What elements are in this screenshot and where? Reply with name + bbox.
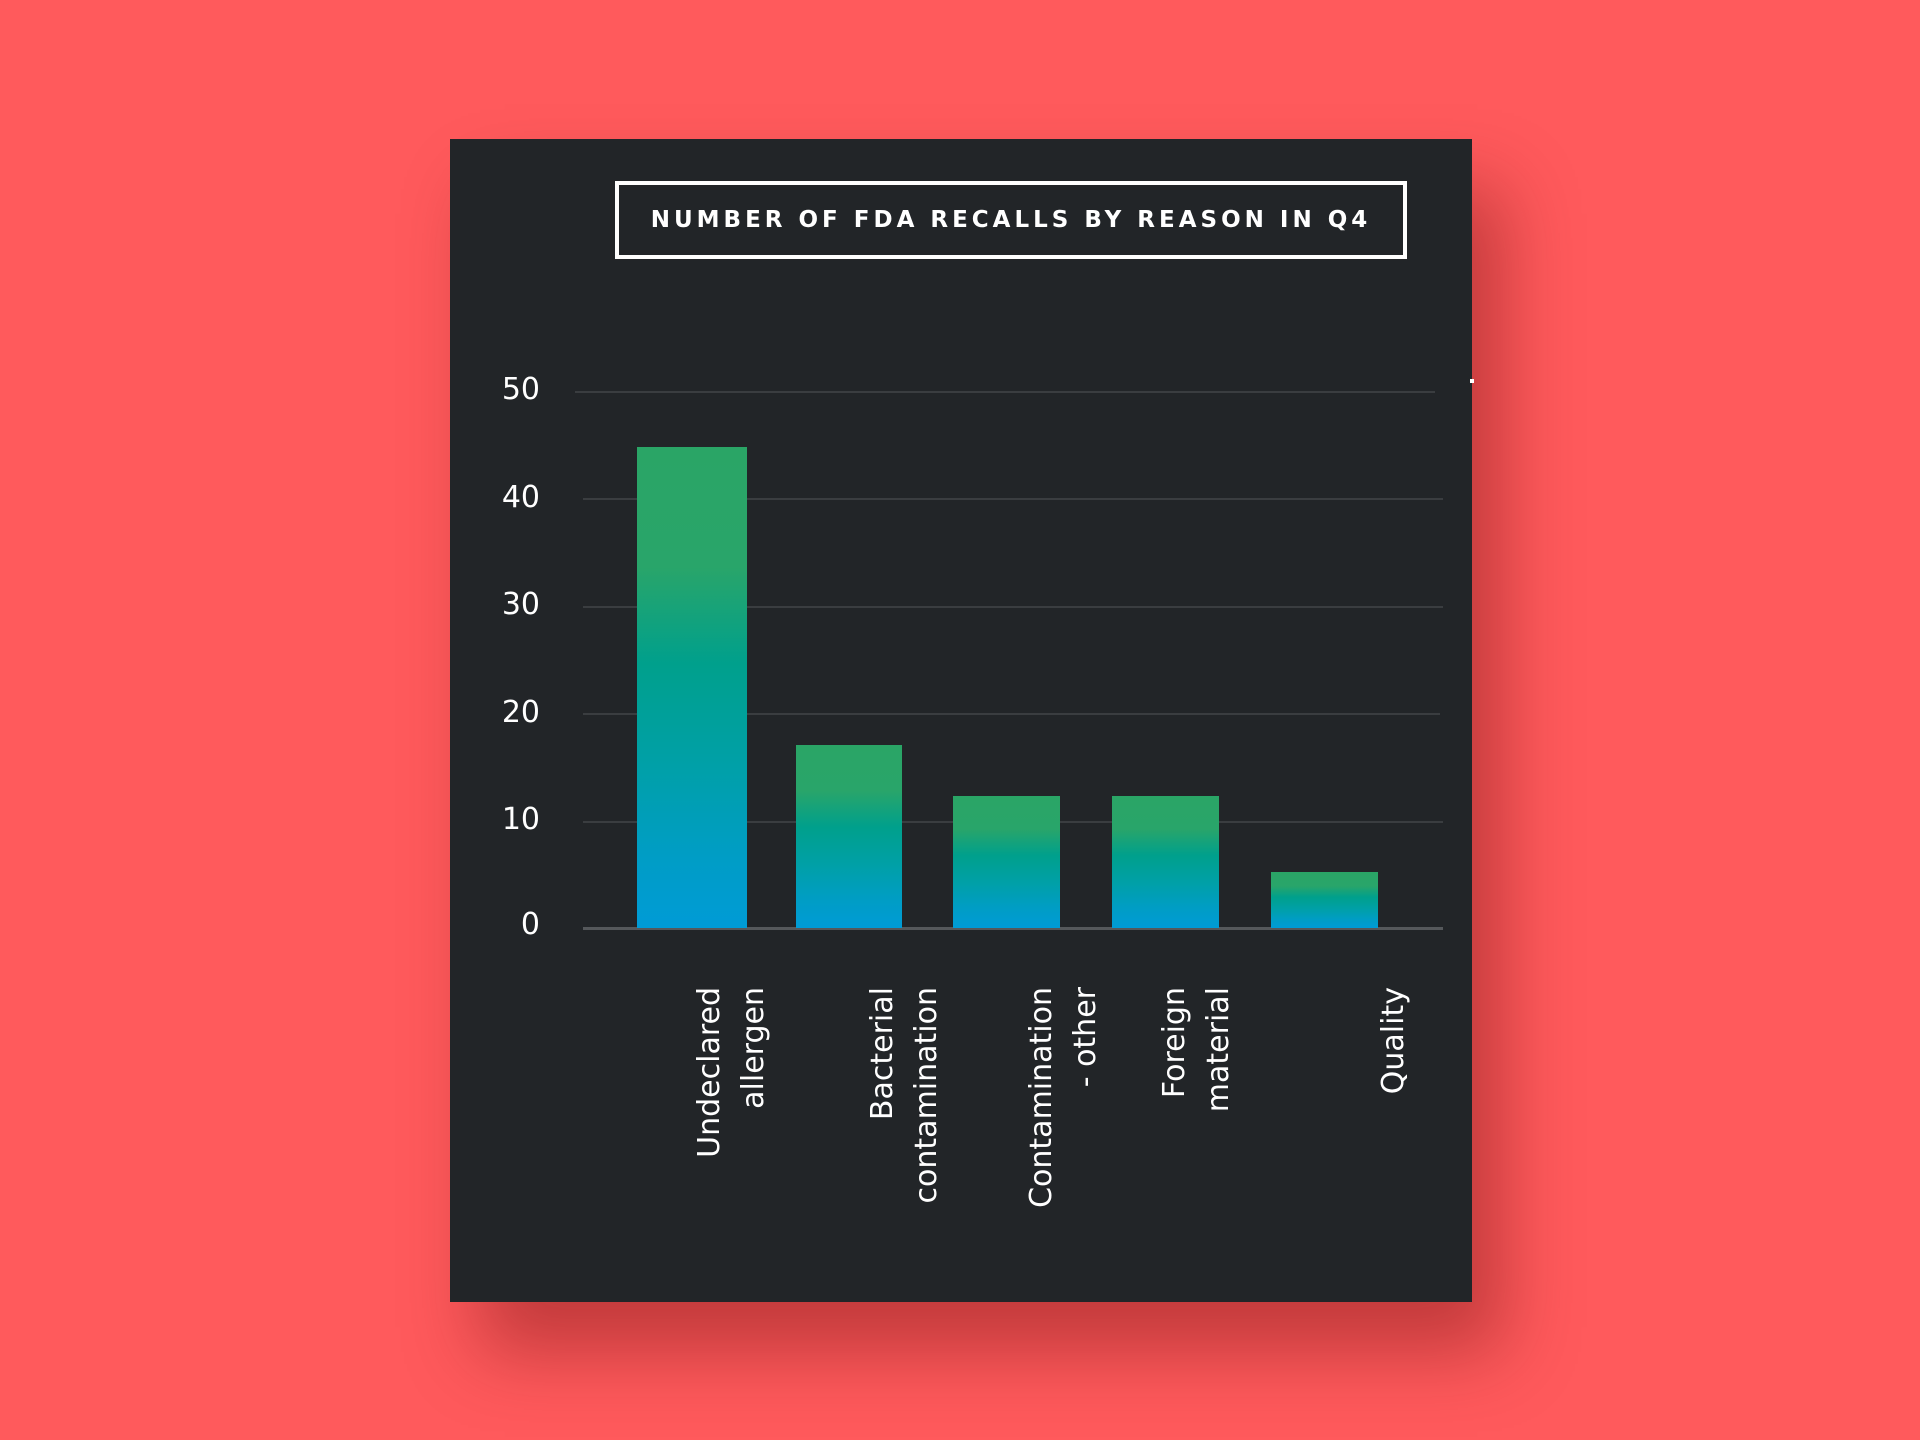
bar-quality[interactable] xyxy=(1271,872,1378,928)
x-label-quality: Quality xyxy=(1376,987,1411,1095)
x-label-bacterial-contamination: Bacterial contamination xyxy=(865,987,944,1204)
bar-foreign-material[interactable] xyxy=(1112,796,1219,928)
edge-artifact xyxy=(1470,379,1474,383)
y-tick-40: 40 xyxy=(501,480,540,515)
y-tick-30: 30 xyxy=(501,587,540,622)
gridline-20 xyxy=(583,713,1440,715)
x-label-foreign-material: Foreign material xyxy=(1157,987,1236,1113)
x-axis-baseline xyxy=(583,927,1443,930)
bar-bacterial-contamination[interactable] xyxy=(796,745,902,928)
y-tick-50: 50 xyxy=(501,372,540,407)
x-label-undeclared-allergen: Undeclared allergen xyxy=(692,987,771,1158)
chart-card: NUMBER OF FDA RECALLS BY REASON IN Q4 50… xyxy=(450,139,1474,1302)
y-tick-10: 10 xyxy=(501,802,540,837)
gridline-40 xyxy=(583,498,1443,500)
chart-title-box: NUMBER OF FDA RECALLS BY REASON IN Q4 xyxy=(615,181,1407,259)
gridline-50 xyxy=(575,391,1435,393)
bar-undeclared-allergen[interactable] xyxy=(637,447,747,928)
y-tick-0: 0 xyxy=(520,907,540,942)
plot-area: 50 40 30 20 10 0 Undeclared allergen Bac… xyxy=(450,139,1472,1302)
gridline-30 xyxy=(583,606,1443,608)
chart-title: NUMBER OF FDA RECALLS BY REASON IN Q4 xyxy=(650,207,1372,233)
y-tick-20: 20 xyxy=(501,695,540,730)
bar-contamination-other[interactable] xyxy=(953,796,1060,928)
x-label-contamination-other: Contamination - other xyxy=(1024,987,1103,1208)
